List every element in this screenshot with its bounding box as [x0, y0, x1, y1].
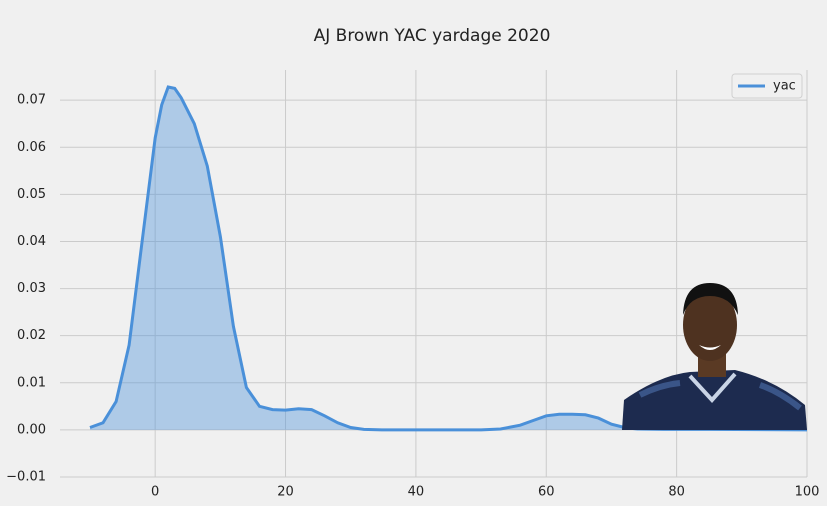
line — [89, 85, 808, 432]
y-tick-label: −0.01 — [6, 470, 46, 485]
legend-label: yac — [773, 79, 796, 94]
y-tick-label: 0.03 — [17, 281, 46, 296]
area-fill — [90, 87, 807, 430]
x-tick-label: 0 — [151, 485, 159, 500]
x-tick-label: 80 — [668, 485, 685, 500]
plot-area — [89, 85, 808, 432]
chart-title: AJ Brown YAC yardage 2020 — [314, 26, 551, 46]
y-tick-label: 0.01 — [17, 375, 46, 390]
y-tick-label: 0.05 — [17, 187, 46, 202]
x-tick-label: 60 — [538, 485, 555, 500]
legend: yac — [731, 73, 803, 99]
x-tick-label: 100 — [795, 485, 820, 500]
x-tick-label: 40 — [408, 485, 425, 500]
y-tick-label: 0.07 — [17, 93, 46, 108]
y-tick-label: 0.02 — [17, 328, 46, 343]
y-tick-label: 0.00 — [17, 422, 46, 437]
x-tick-label: 20 — [277, 485, 294, 500]
y-tick-label: 0.04 — [17, 234, 46, 249]
player-photo — [622, 283, 807, 430]
y-tick-label: 0.06 — [17, 140, 46, 155]
legend-box — [731, 73, 803, 99]
